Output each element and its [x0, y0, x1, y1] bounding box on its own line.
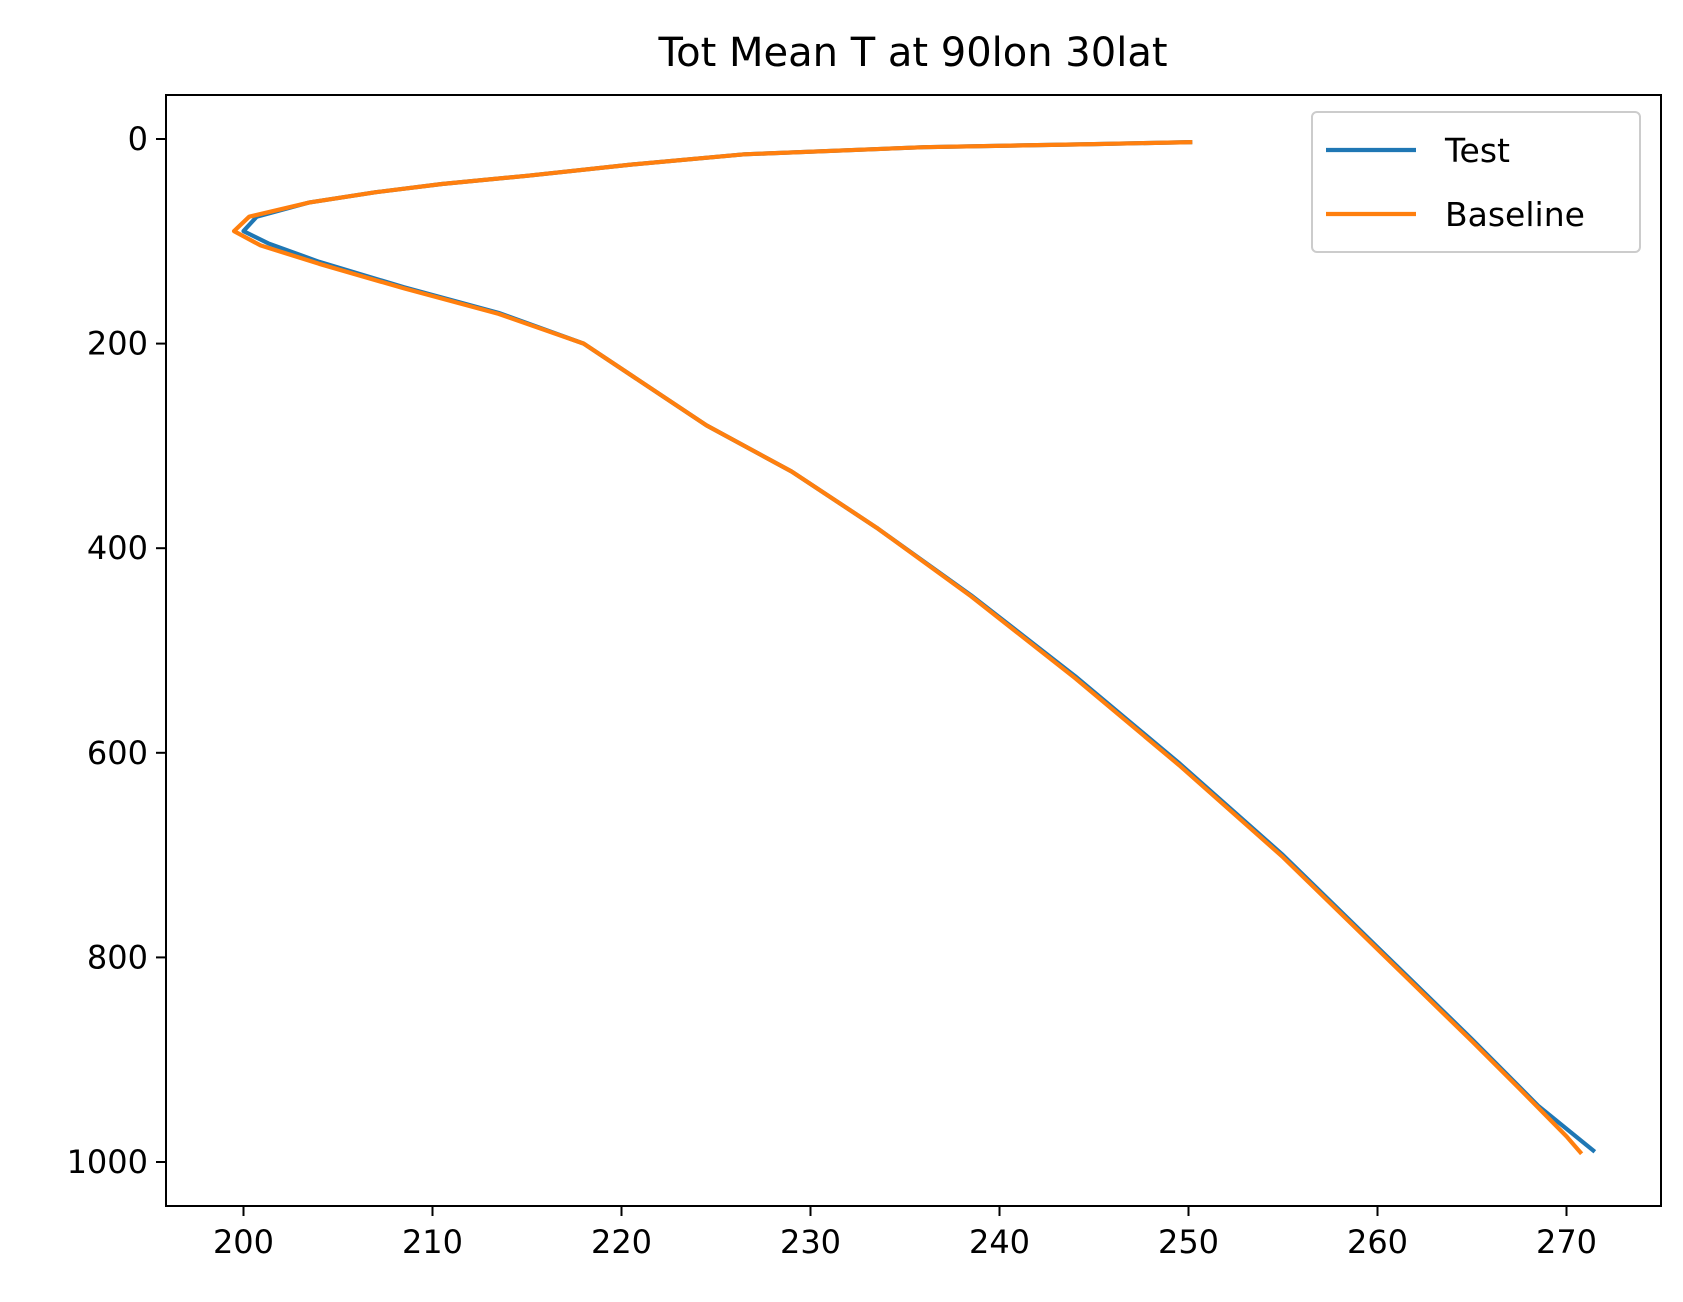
legend: Test Baseline	[1311, 111, 1641, 253]
x-tick-label: 240	[969, 1223, 1030, 1261]
legend-label-baseline: Baseline	[1445, 195, 1585, 234]
series-line-baseline	[231, 140, 1584, 1156]
x-tick-label: 260	[1347, 1223, 1408, 1261]
y-tick-label: 800	[87, 938, 148, 976]
y-tick-label: 200	[87, 325, 148, 363]
x-axis: 200 210 220 230 240 250 260 270	[213, 1206, 1597, 1261]
y-axis: 0 200 400 600 800 1000	[67, 120, 166, 1181]
y-tick-label: 0	[128, 120, 148, 158]
legend-box	[1311, 111, 1641, 253]
legend-label-test: Test	[1444, 131, 1510, 170]
y-tick-label: 400	[87, 529, 148, 567]
x-tick-label: 230	[780, 1223, 841, 1261]
chart-title: Tot Mean T at 90lon 30lat	[657, 30, 1167, 76]
x-tick-label: 270	[1536, 1223, 1597, 1261]
x-tick-label: 220	[591, 1223, 652, 1261]
x-tick-label: 200	[213, 1223, 274, 1261]
x-tick-label: 250	[1158, 1223, 1219, 1261]
y-tick-label: 1000	[67, 1143, 148, 1181]
plot-area	[165, 94, 1662, 1207]
x-tick-label: 210	[402, 1223, 463, 1261]
axes-frame	[165, 94, 1662, 1207]
y-tick-label: 600	[87, 734, 148, 772]
